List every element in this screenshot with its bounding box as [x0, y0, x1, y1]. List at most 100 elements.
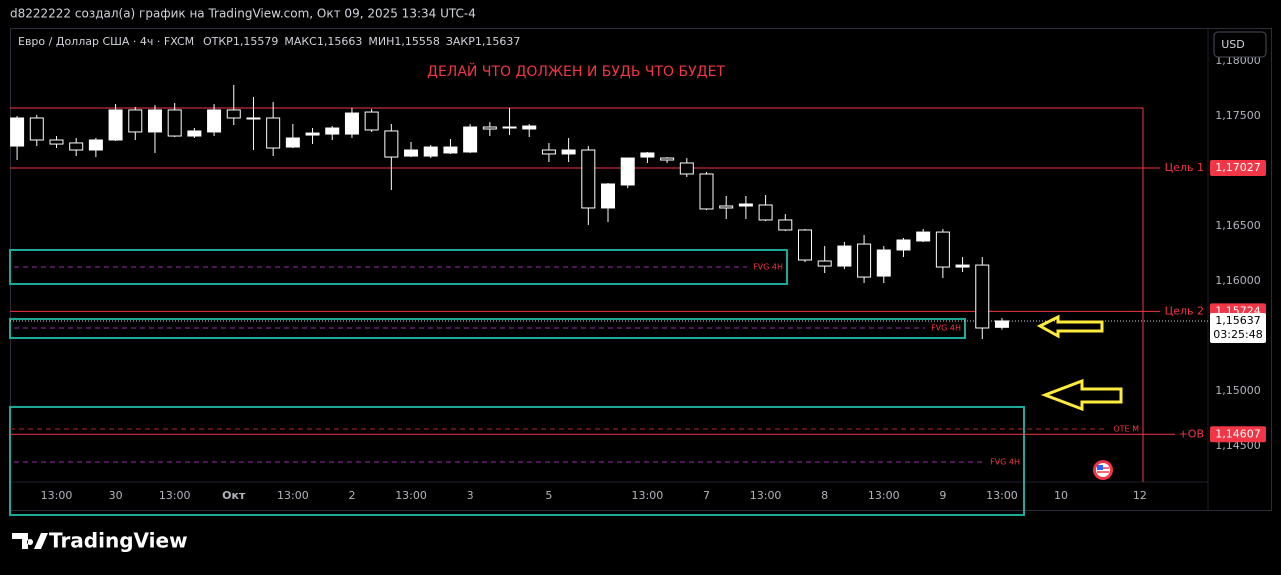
level-name: Цель 2 — [1165, 304, 1204, 317]
candle-body — [384, 130, 399, 158]
ote-label: OTE M — [1113, 424, 1139, 433]
candle-body — [541, 149, 556, 155]
candle-body — [522, 125, 537, 130]
candle-body — [994, 320, 1009, 328]
y-tick-label: 1,15000 — [1215, 384, 1261, 397]
candle-body — [266, 117, 281, 149]
x-tick-label: 13:00 — [277, 489, 309, 502]
candle-body — [797, 229, 812, 261]
flag-canton — [1097, 465, 1103, 470]
arrows — [1036, 314, 1123, 412]
x-tick-label: 13:00 — [986, 489, 1018, 502]
brand: TradingView — [49, 529, 188, 553]
y-tick-label: 1,16500 — [1215, 219, 1261, 232]
x-tick-label: 13:00 — [868, 489, 900, 502]
candle-body — [876, 249, 891, 277]
currency-button — [1213, 31, 1267, 58]
x-tick-label: 10 — [1054, 489, 1068, 502]
candle-body — [29, 117, 44, 141]
candle-body — [660, 157, 675, 161]
x-tick-label: 7 — [703, 489, 710, 502]
candle-body — [738, 203, 753, 207]
candle-body — [620, 157, 635, 186]
x-tick-label: 13:00 — [395, 489, 427, 502]
countdown: 03:25:48 — [1213, 328, 1262, 341]
candle-body — [108, 109, 123, 141]
legend-label: МИН — [368, 35, 394, 48]
fvg-label: FVG 4H — [931, 323, 961, 332]
headline: ДЕЛАЙ ЧТО ДОЛЖЕН И БУДЬ ЧТО БУДЕТ — [427, 62, 725, 80]
candle-body — [758, 204, 773, 221]
flag-icon — [1093, 460, 1113, 480]
fvg-zone — [9, 248, 788, 285]
candle-body — [640, 152, 655, 158]
level-price-box — [1210, 426, 1266, 443]
candle-body — [226, 109, 241, 119]
candle-body — [975, 264, 990, 329]
logo-mark — [12, 533, 48, 549]
candle-body — [344, 112, 359, 135]
chart-panel — [10, 28, 1272, 511]
candle-body — [916, 231, 931, 242]
arrow — [1040, 378, 1123, 412]
candle-body — [10, 117, 25, 147]
fvg-zone — [9, 405, 1025, 517]
x-tick-label: 30 — [109, 489, 123, 502]
fvg-zone — [9, 317, 966, 340]
y-tick-label: 1,16000 — [1215, 274, 1261, 287]
attribution: d8222222 создал(а) график на TradingView… — [10, 7, 476, 21]
candle-body — [935, 231, 950, 268]
candle-body — [502, 126, 517, 129]
currency: USD — [1221, 38, 1245, 51]
arrow — [1036, 314, 1104, 339]
level-price: 1,17027 — [1215, 161, 1261, 174]
level-name: +OB — [1179, 427, 1204, 440]
x-tick-label: 13:00 — [41, 489, 73, 502]
candle-body — [88, 139, 103, 151]
candle-body — [285, 137, 300, 148]
x-tick-label: 8 — [821, 489, 828, 502]
candle-body — [955, 264, 970, 268]
candle-body — [69, 142, 84, 151]
x-tick-label: 2 — [348, 489, 355, 502]
y-tick-label: 1,17500 — [1215, 109, 1261, 122]
legend-value: 1,15637 — [475, 35, 521, 48]
candle-body — [561, 149, 576, 155]
last-price: 1,15637 — [1215, 314, 1261, 327]
candle-body — [187, 130, 202, 137]
candle-body — [581, 149, 596, 209]
x-tick-label: 13:00 — [632, 489, 664, 502]
last-price-box — [1210, 312, 1266, 343]
fvg-label: FVG 4H — [753, 263, 783, 272]
legend-value: 1,15663 — [317, 35, 363, 48]
x-tick-label: 13:00 — [750, 489, 782, 502]
x-tick-label: Окт — [222, 489, 246, 502]
y-tick-label: 1,14500 — [1215, 439, 1261, 452]
footer-logo: TradingView — [12, 529, 188, 553]
x-tick-label: 9 — [939, 489, 946, 502]
legend-label: ЗАКР — [446, 35, 475, 48]
candle-body — [837, 245, 852, 267]
candle-body — [699, 173, 714, 210]
candle-body — [325, 127, 340, 135]
legend-value: 1,15579 — [233, 35, 279, 48]
x-tick-label: 13:00 — [159, 489, 191, 502]
candle-body — [896, 239, 911, 251]
candle-body — [719, 205, 734, 209]
candle-body — [207, 109, 222, 133]
legend-value: 1,15558 — [394, 35, 440, 48]
legend-label: ОТКР — [203, 35, 233, 48]
x-tick-label: 5 — [545, 489, 552, 502]
candle-body — [49, 139, 64, 145]
level-price: 1,14607 — [1215, 427, 1261, 440]
level-price-box — [1210, 160, 1266, 177]
candle-body — [463, 126, 478, 153]
candle-body — [364, 111, 379, 131]
fvg-label: FVG 4H — [990, 457, 1020, 466]
level-name: Цель 1 — [1165, 161, 1204, 174]
legend-label: МАКС — [284, 35, 317, 48]
candle-body — [817, 260, 832, 267]
candle-body — [857, 243, 872, 278]
candle-body — [246, 117, 261, 120]
